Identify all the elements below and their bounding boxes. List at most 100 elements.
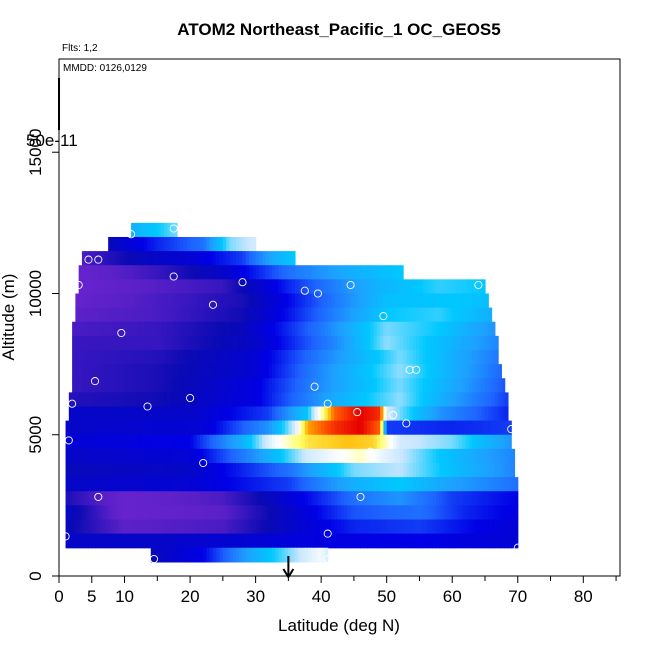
heatmap-cell: [468, 392, 473, 408]
heatmap-cell: [347, 364, 352, 379]
heatmap-cell: [108, 335, 113, 351]
heatmap-cell: [439, 307, 443, 323]
heatmap-cell: [275, 364, 280, 379]
heatmap-cell: [478, 491, 483, 506]
heatmap-cell: [262, 293, 267, 309]
heatmap-cell: [232, 434, 237, 450]
heatmap-cell: [321, 477, 326, 492]
heatmap-cell: [235, 533, 240, 549]
heatmap-cell: [321, 462, 326, 478]
heatmap-cell: [85, 321, 90, 337]
heatmap-cell: [426, 434, 430, 450]
heatmap-cell: [163, 448, 168, 464]
heatmap-cell: [219, 321, 224, 337]
heatmap-cell: [285, 279, 289, 295]
heatmap-cell: [219, 364, 224, 379]
heatmap-cell: [481, 491, 486, 506]
heatmap-cell: [376, 349, 381, 365]
heatmap-cell: [226, 533, 230, 549]
heatmap-cell: [406, 533, 411, 549]
heatmap-cell: [285, 321, 289, 337]
heatmap-cell: [239, 251, 244, 266]
heatmap-cell: [278, 378, 283, 393]
heatmap-cell: [350, 519, 355, 535]
heatmap-cell: [154, 434, 158, 450]
heatmap-cell: [468, 491, 473, 506]
heatmap-cell: [327, 364, 332, 379]
heatmap-cell: [380, 364, 385, 379]
heatmap-cell: [206, 265, 211, 280]
heatmap-cell: [324, 265, 329, 280]
heatmap-cell: [294, 307, 299, 323]
heatmap-cell: [393, 448, 398, 464]
heatmap-cell: [406, 434, 411, 450]
heatmap-cell: [98, 477, 103, 492]
heatmap-cell: [478, 448, 483, 464]
heatmap-cell: [458, 434, 463, 450]
heatmap-cell: [448, 420, 453, 436]
heatmap-cell: [134, 279, 139, 295]
heatmap-cell: [507, 505, 512, 521]
heatmap-cell: [442, 477, 447, 492]
heatmap-cell: [157, 321, 162, 337]
heatmap-cell: [209, 321, 214, 337]
heatmap-cell: [353, 491, 358, 506]
heatmap-cell: [81, 378, 86, 393]
heatmap-cell: [199, 392, 204, 408]
heatmap-cell: [140, 236, 145, 252]
heatmap-cell: [78, 462, 83, 478]
heatmap-cell: [399, 406, 404, 422]
heatmap-cell: [301, 349, 306, 365]
heatmap-cell: [327, 293, 332, 309]
heatmap-cell: [117, 335, 122, 351]
heatmap-cell: [484, 533, 489, 549]
heatmap-cell: [167, 491, 172, 506]
heatmap-cell: [268, 547, 273, 563]
heatmap-cell: [386, 335, 391, 351]
heatmap-cell: [275, 293, 280, 309]
heatmap-cell: [367, 378, 371, 393]
heatmap-cell: [367, 491, 371, 506]
heatmap-cell: [285, 491, 289, 506]
heatmap-cell: [65, 519, 70, 535]
heatmap-cell: [370, 420, 375, 436]
x-tick-label: 60: [443, 587, 462, 606]
heatmap-cell: [471, 477, 476, 492]
heatmap-cell: [203, 279, 208, 295]
heatmap-cell: [163, 392, 168, 408]
heatmap-cell: [216, 307, 221, 323]
heatmap-cell: [163, 477, 168, 492]
heatmap-cell: [491, 477, 496, 492]
heatmap-cell: [481, 364, 486, 379]
heatmap-cell: [117, 434, 122, 450]
heatmap-cell: [514, 477, 519, 492]
heatmap-cell: [232, 533, 237, 549]
heatmap-cell: [209, 547, 214, 563]
observation-point: [513, 543, 522, 552]
heatmap-cell: [252, 378, 257, 393]
heatmap-cell: [330, 307, 335, 323]
heatmap-cell: [327, 420, 332, 436]
heatmap-cell: [131, 236, 135, 252]
heatmap-cell: [432, 477, 437, 492]
heatmap-cell: [213, 505, 217, 521]
heatmap-cell: [281, 434, 286, 450]
heatmap-cell: [432, 307, 437, 323]
heatmap-cell: [471, 462, 476, 478]
heatmap-cell: [72, 364, 76, 379]
heatmap-cell: [203, 477, 208, 492]
heatmap-cell: [462, 462, 466, 478]
heatmap-cell: [203, 533, 208, 549]
x-tick-label: 5: [87, 587, 96, 606]
heatmap-cell: [383, 434, 388, 450]
heatmap-cell: [475, 392, 480, 408]
heatmap-cell: [216, 378, 221, 393]
heatmap-cell: [193, 251, 198, 266]
heatmap-cell: [209, 251, 214, 266]
heatmap-cell: [78, 434, 83, 450]
heatmap-cell: [288, 434, 293, 450]
heatmap-cell: [163, 349, 168, 365]
heatmap-cell: [288, 491, 293, 506]
heatmap-cell: [216, 279, 221, 295]
heatmap-cell: [114, 236, 119, 252]
